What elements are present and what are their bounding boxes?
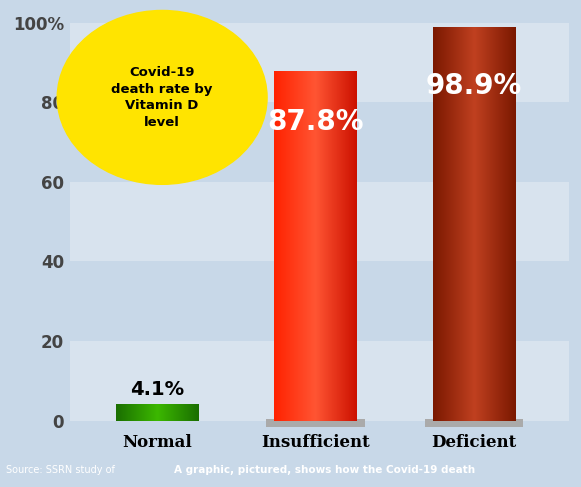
Text: Covid-19
death rate by
Vitamin D
level: Covid-19 death rate by Vitamin D level [112,66,213,129]
Text: 98.9%: 98.9% [426,72,522,100]
Text: 87.8%: 87.8% [267,108,364,136]
FancyBboxPatch shape [425,419,523,427]
Bar [70,182,569,262]
Text: Source: SSRN study of: Source: SSRN study of [6,465,118,475]
Bar [70,341,569,421]
Text: 4.1%: 4.1% [130,380,184,399]
FancyBboxPatch shape [267,419,365,427]
Bar [70,22,569,102]
Text: A graphic, pictured, shows how the Covid-19 death: A graphic, pictured, shows how the Covid… [174,465,475,475]
Circle shape [57,10,267,184]
